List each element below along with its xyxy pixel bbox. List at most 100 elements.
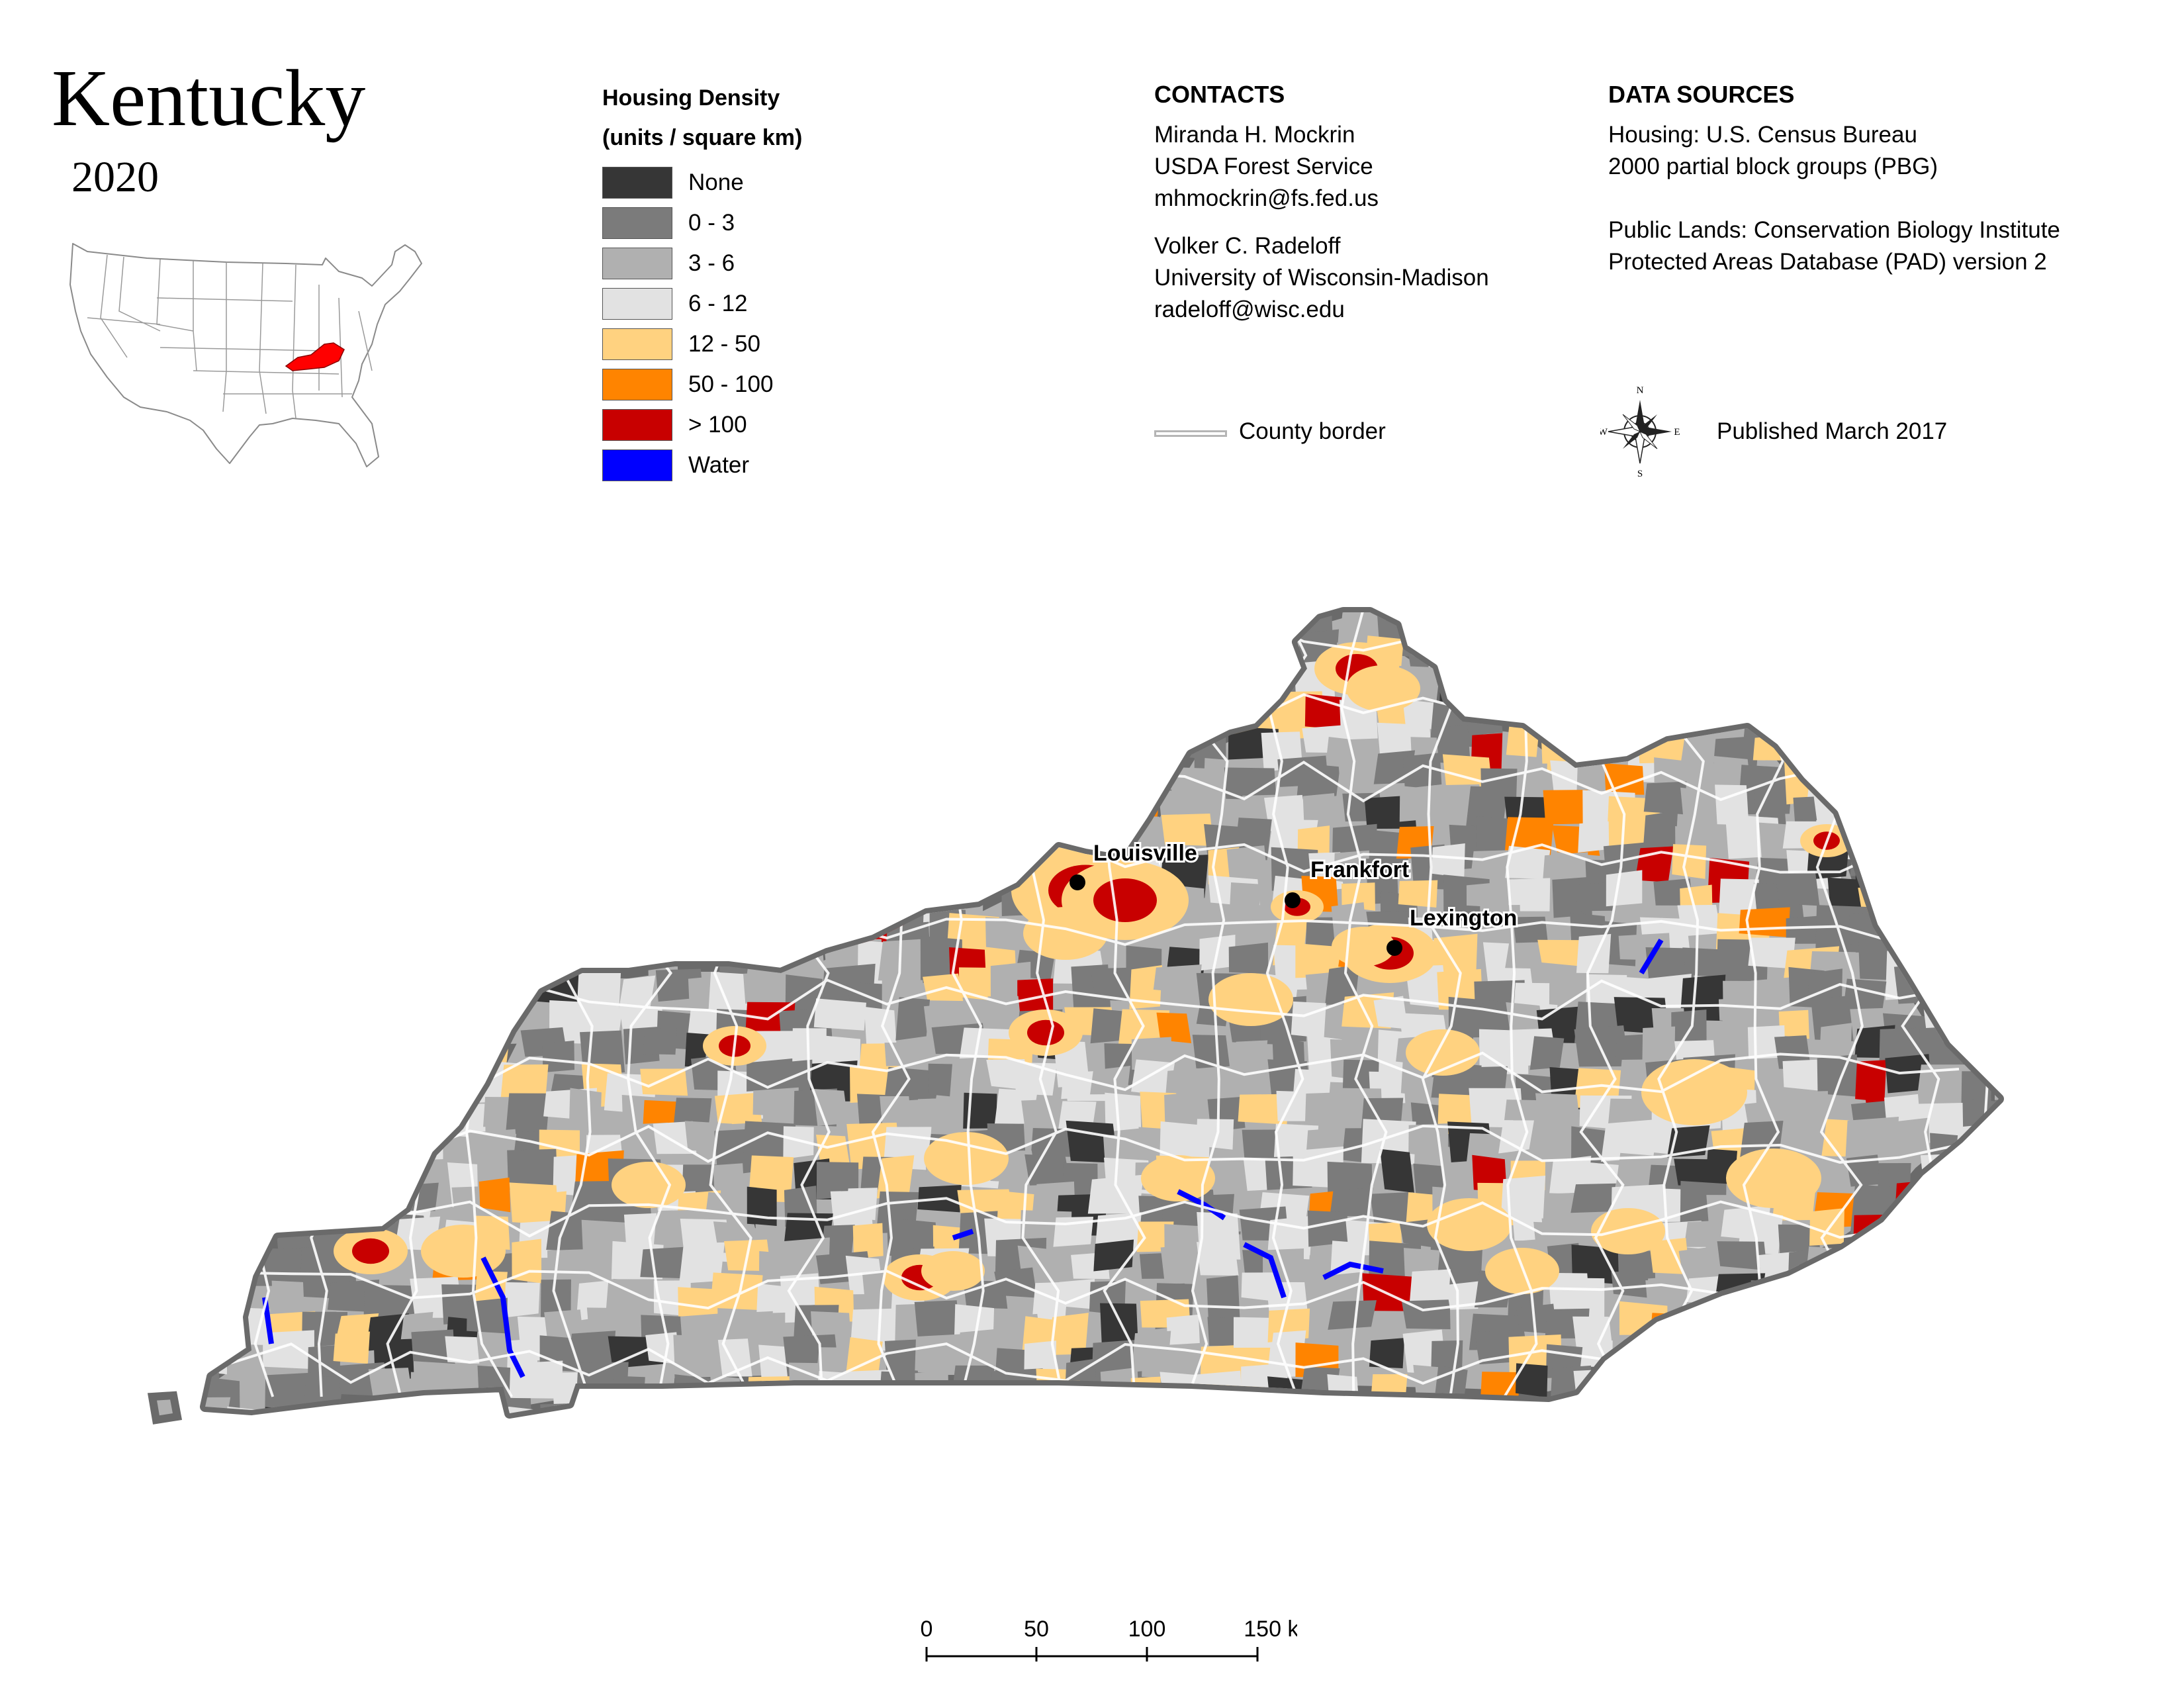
legend-item: 12 - 50 <box>602 328 760 360</box>
contacts-heading: CONTACTS <box>1154 81 1285 108</box>
density-patch <box>1672 1311 1711 1360</box>
housing-density-legend: Housing Density (units / square km) None… <box>602 78 880 489</box>
density-patch <box>1092 645 1147 679</box>
density-patch <box>397 845 444 892</box>
density-patch <box>205 1150 243 1194</box>
density-patch <box>137 1276 175 1315</box>
density-patch <box>1332 1400 1382 1413</box>
density-patch <box>1328 1300 1377 1330</box>
density-patch <box>846 1188 878 1221</box>
density-patch <box>399 633 441 680</box>
density-patch <box>376 1401 418 1413</box>
density-patch <box>848 636 895 684</box>
density-patch <box>1100 1303 1138 1344</box>
density-patch <box>209 945 257 982</box>
density-patch <box>674 788 721 833</box>
density-patch <box>1131 727 1183 761</box>
density-patch <box>404 664 450 701</box>
density-patch <box>476 616 512 658</box>
density-patch <box>1091 790 1135 818</box>
density-patch <box>1602 631 1637 673</box>
legend-label: 50 - 100 <box>688 371 774 397</box>
density-patch <box>132 888 180 929</box>
density-patch <box>1224 667 1277 707</box>
density-patch <box>646 673 689 714</box>
density-patch <box>230 612 283 653</box>
density-patch <box>1814 708 1855 738</box>
density-patch <box>1537 939 1590 967</box>
density-patch <box>1893 1248 1944 1290</box>
density-patch <box>1034 642 1084 676</box>
density-patch <box>167 1276 203 1319</box>
density-patch <box>853 798 891 837</box>
density-patch <box>1845 696 1896 724</box>
density-patch <box>278 756 313 793</box>
density-patch <box>447 798 481 832</box>
density-patch <box>1995 945 1999 990</box>
density-patch <box>1466 880 1515 908</box>
density-patch <box>263 1330 315 1370</box>
legend-item: 0 - 3 <box>602 207 735 239</box>
density-patch <box>382 917 420 964</box>
density-patch <box>1574 1025 1629 1067</box>
density-patch <box>400 1089 439 1121</box>
density-patch <box>236 948 286 986</box>
density-patch <box>602 877 658 919</box>
density-patch <box>472 879 506 929</box>
density-patch <box>1197 1242 1239 1276</box>
density-patch <box>1515 1363 1548 1397</box>
density-patch <box>236 763 288 798</box>
density-patch <box>1507 641 1556 674</box>
density-patch <box>341 759 393 807</box>
density-patch <box>1753 1406 1805 1413</box>
density-patch <box>813 998 866 1031</box>
contact-org: University of Wisconsin-Madison <box>1154 265 1489 291</box>
density-patch <box>611 828 654 865</box>
density-patch <box>1785 1270 1835 1305</box>
density-patch <box>205 730 222 770</box>
density-patch <box>334 1153 385 1188</box>
density-patch <box>1671 1009 1707 1046</box>
urban-core <box>1668 1074 1721 1111</box>
density-patch <box>1883 675 1921 705</box>
density-patch <box>1549 612 1594 647</box>
density-patch <box>1611 1271 1647 1298</box>
density-patch <box>1998 824 1999 874</box>
density-patch <box>136 606 182 653</box>
urban-core <box>1027 1019 1064 1046</box>
density-patch <box>1054 788 1095 824</box>
density-patch <box>270 827 323 865</box>
cities-layer: Louisville Frankfort Lexington <box>1069 839 1519 956</box>
density-patch <box>640 1068 688 1096</box>
density-patch <box>1205 1161 1245 1191</box>
urban-core <box>630 1172 667 1198</box>
density-patch <box>341 876 373 915</box>
city-marker-lexington <box>1387 940 1402 956</box>
density-patch <box>1518 614 1567 663</box>
density-patch <box>1929 669 1966 705</box>
density-patch <box>1689 633 1725 661</box>
density-patch <box>645 1332 680 1365</box>
density-patch <box>723 1404 763 1413</box>
density-patch <box>533 671 587 714</box>
density-patch <box>1996 1152 1999 1184</box>
density-patch <box>365 828 400 869</box>
density-patch <box>130 697 177 728</box>
density-patch <box>1966 667 1999 723</box>
density-patch <box>1129 965 1162 1009</box>
density-patch <box>578 692 610 726</box>
kentucky-highlight-icon <box>285 342 345 371</box>
density-patch <box>310 1001 351 1051</box>
density-patch <box>263 612 302 649</box>
density-patch <box>138 784 181 825</box>
density-patch <box>1997 762 1999 801</box>
density-patch <box>133 1221 168 1261</box>
density-patch <box>1774 870 1820 906</box>
density-patch <box>305 978 342 1019</box>
density-patch <box>928 815 971 844</box>
density-patch <box>296 1037 340 1078</box>
density-patch <box>790 668 825 714</box>
density-patch <box>159 1338 203 1373</box>
density-patch <box>1565 612 1623 641</box>
density-patch <box>205 853 217 887</box>
